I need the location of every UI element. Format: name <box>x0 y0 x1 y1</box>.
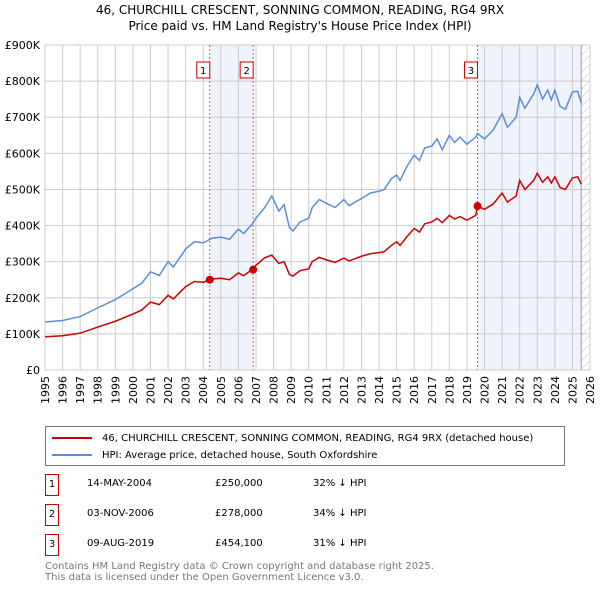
shaded-region <box>209 45 254 370</box>
x-tick-label: 2018 <box>443 376 456 404</box>
x-tick-label: 2007 <box>250 376 263 404</box>
footer-line: This data is licensed under the Open Gov… <box>45 572 364 583</box>
sale-row: 2 03-NOV-2006 £278,000 34% ↓ HPI <box>45 504 445 526</box>
x-tick-label: 2020 <box>479 376 492 404</box>
x-tick-label: 2024 <box>549 376 562 404</box>
sale-point <box>205 275 214 284</box>
x-tick-label: 2025 <box>566 376 579 404</box>
x-tick-label: 2009 <box>285 376 298 404</box>
x-tick-label: 2005 <box>215 376 228 404</box>
x-tick-label: 2002 <box>162 376 175 404</box>
y-tick-label: £600K <box>5 147 41 160</box>
x-tick-label: 2010 <box>303 376 316 404</box>
x-tick-label: 2017 <box>426 376 439 404</box>
x-tick-label: 2011 <box>320 376 333 404</box>
series-line <box>44 171 582 338</box>
y-tick-label: £900K <box>5 39 41 52</box>
footer-line: Contains HM Land Registry data © Crown c… <box>45 561 434 572</box>
x-tick-label: 2006 <box>232 376 245 404</box>
x-tick-label: 2012 <box>338 376 351 404</box>
y-tick-label: £400K <box>5 220 41 233</box>
x-tick-label: 1996 <box>57 376 70 404</box>
y-tick-label: £200K <box>5 292 41 305</box>
x-tick-label: 2021 <box>496 376 509 404</box>
legend-label: 46, CHURCHILL CRESCENT, SONNING COMMON, … <box>102 432 534 444</box>
x-tick-label: 2016 <box>408 376 421 404</box>
sale-badge <box>196 61 211 79</box>
sale-badge-label: 3 <box>468 66 474 77</box>
sale-price: £278,000 <box>215 508 263 519</box>
x-tick-label: 1995 <box>39 376 52 404</box>
sale-price: £454,100 <box>215 538 263 549</box>
y-tick-label: £800K <box>5 75 41 88</box>
footer: Contains HM Land Registry data © Crown c… <box>45 561 434 583</box>
legend-swatch-red <box>52 437 92 439</box>
x-tick-label: 2015 <box>391 376 404 404</box>
forecast-hatch <box>581 45 590 370</box>
sale-badge: 3 <box>45 534 59 556</box>
plot-frame <box>44 44 591 371</box>
y-tick-label: £300K <box>5 256 41 269</box>
sale-badge-label: 1 <box>200 66 206 77</box>
sale-date: 14-MAY-2004 <box>87 478 153 489</box>
sale-badge <box>239 61 254 79</box>
sale-badge <box>463 61 478 79</box>
y-tick-label: £100K <box>5 328 41 341</box>
x-tick-label: 2023 <box>531 376 544 404</box>
sale-row: 3 09-AUG-2019 £454,100 31% ↓ HPI <box>45 534 445 556</box>
sale-point <box>249 265 258 274</box>
series-line <box>44 82 582 323</box>
x-tick-label: 2022 <box>514 376 527 404</box>
sale-price: £250,000 <box>215 478 263 489</box>
y-tick-label: £700K <box>5 111 41 124</box>
sale-badge-label: 2 <box>243 66 249 77</box>
chart-title: 46, CHURCHILL CRESCENT, SONNING COMMON, … <box>95 3 505 17</box>
plot-area: 1995 1996 1997 1998 1999 2000 2001 2002 2003 2004… <box>5 39 597 404</box>
x-tick-label: 1998 <box>92 376 105 404</box>
legend: 46, CHURCHILL CRESCENT, SONNING COMMON, … <box>45 426 565 466</box>
legend-swatch-blue <box>52 454 92 456</box>
legend-label: HPI: Average price, detached house, Sout… <box>102 449 378 461</box>
x-tick-label: 2014 <box>373 376 386 404</box>
legend-item-property: 46, CHURCHILL CRESCENT, SONNING COMMON, … <box>52 431 533 445</box>
x-tick-label: 2026 <box>584 376 597 404</box>
sale-hpi-diff: 31% ↓ HPI <box>313 538 367 549</box>
x-tick-label: 2000 <box>127 376 140 404</box>
x-tick-label: 1999 <box>109 376 122 404</box>
x-tick-label: 2019 <box>461 376 474 404</box>
sale-date: 03-NOV-2006 <box>87 508 154 519</box>
sale-date: 09-AUG-2019 <box>87 538 155 549</box>
sale-hpi-diff: 32% ↓ HPI <box>313 478 367 489</box>
sale-badge: 2 <box>45 504 59 526</box>
chart-subtitle: Price paid vs. HM Land Registry's House … <box>128 19 472 33</box>
x-tick-label: 2008 <box>268 376 281 404</box>
sale-point <box>473 202 482 211</box>
x-tick-label: 2004 <box>197 376 210 404</box>
x-tick-label: 2003 <box>180 376 193 404</box>
shaded-region <box>477 45 582 370</box>
sale-hpi-diff: 34% ↓ HPI <box>313 508 367 519</box>
sale-row: 1 14-MAY-2004 £250,000 32% ↓ HPI <box>45 474 445 496</box>
y-tick-label: £0 <box>26 364 40 377</box>
y-tick-label: £500K <box>5 183 41 196</box>
x-tick-label: 2001 <box>144 376 157 404</box>
sale-badge: 1 <box>45 474 59 496</box>
x-tick-label: 1997 <box>74 376 87 404</box>
x-tick-label: 2013 <box>355 376 368 404</box>
legend-item-hpi: HPI: Average price, detached house, Sout… <box>52 448 377 462</box>
